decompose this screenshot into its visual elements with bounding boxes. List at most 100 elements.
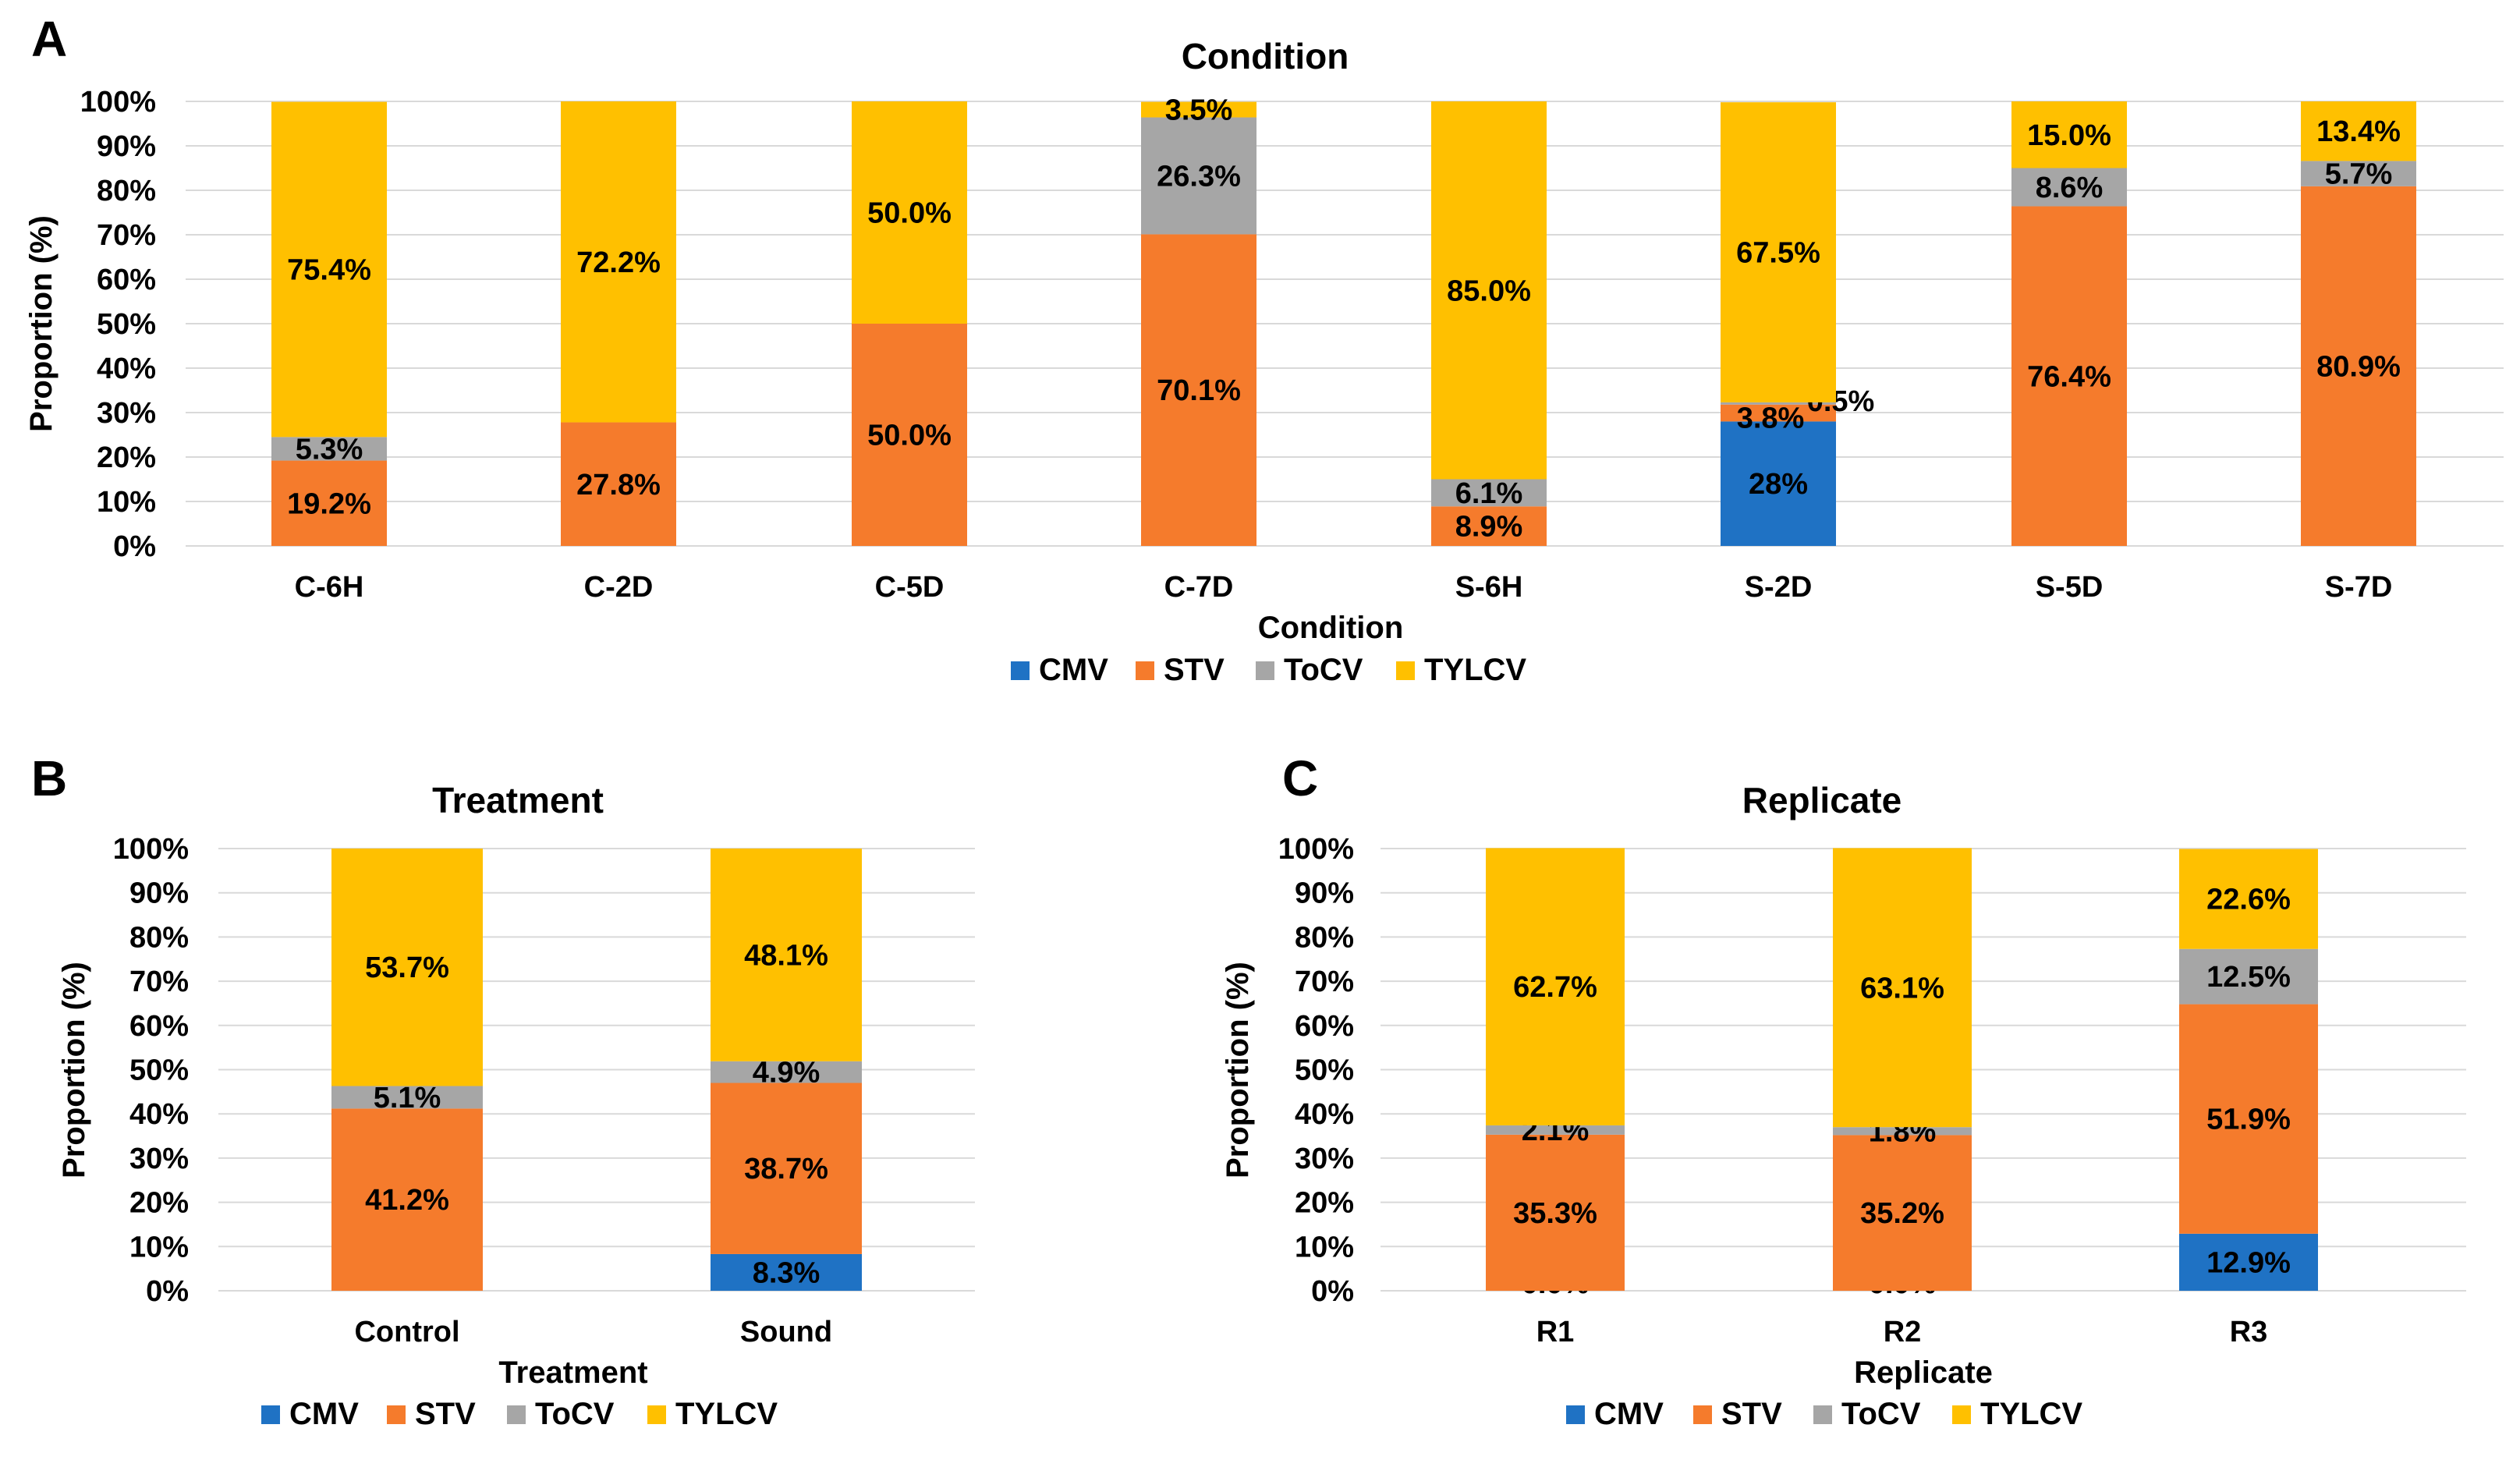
data-label: 19.2% xyxy=(287,487,371,520)
y-tick-label: 80% xyxy=(1295,921,1354,954)
x-tick-label: C-5D xyxy=(875,571,945,604)
y-tick-label: 50% xyxy=(129,1054,189,1087)
legend-swatch-stv xyxy=(1136,661,1154,680)
data-label: 8.9% xyxy=(1455,511,1523,544)
x-tick-label: S-6H xyxy=(1455,571,1523,604)
y-tick-label: 0% xyxy=(1311,1275,1354,1308)
bar-stv-r1 xyxy=(1486,1134,1625,1291)
legend-swatch-tocv xyxy=(1813,1405,1832,1424)
x-tick-label: R3 xyxy=(2230,1316,2268,1348)
legend-label-cmv: CMV xyxy=(1039,653,1108,687)
data-label: 35.3% xyxy=(1513,1197,1597,1230)
legend-label-cmv: CMV xyxy=(1594,1397,1664,1431)
bar-cmv-r3 xyxy=(2179,1233,2318,1291)
data-label: 72.2% xyxy=(576,246,661,279)
x-tick-label: R1 xyxy=(1536,1316,1575,1348)
legend-label-tylcv: TYLCV xyxy=(1980,1397,2082,1431)
y-tick-label: 100% xyxy=(113,833,189,866)
legend-swatch-stv xyxy=(1693,1405,1712,1424)
y-tick-label: 10% xyxy=(129,1231,189,1263)
y-tick-label: 90% xyxy=(129,877,189,910)
legend-label-tylcv: TYLCV xyxy=(675,1397,778,1431)
y-tick-label: 80% xyxy=(129,921,189,954)
legend-swatch-stv xyxy=(387,1405,406,1424)
data-label: 67.5% xyxy=(1736,237,1820,270)
bar-tocv-r2 xyxy=(1833,1127,1972,1136)
bar-tylcv-r1 xyxy=(1486,848,1625,1125)
chart-panel-b: B Treatment 0% 10% 20% 30% 40% 50% 60% 70% 80% 90% 1… xyxy=(31,750,975,1431)
y-tick-label: 40% xyxy=(97,353,156,385)
x-tick-label: S-7D xyxy=(2325,571,2393,604)
data-label: 75.4% xyxy=(287,253,371,286)
data-label: 6.1% xyxy=(1455,477,1523,510)
y-tick-label: 50% xyxy=(1295,1054,1354,1087)
data-label: 48.1% xyxy=(744,939,828,972)
x-tick-label: C-7D xyxy=(1164,571,1234,604)
x-axis-label: Replicate xyxy=(1854,1355,1993,1390)
data-label: 8.6% xyxy=(2036,172,2104,204)
bar-stv-control xyxy=(331,1108,483,1291)
y-tick-label: 60% xyxy=(129,1010,189,1043)
y-tick-label: 10% xyxy=(1295,1231,1354,1263)
bar-tylcv-s-7d xyxy=(2301,101,2416,161)
legend-swatch-tocv xyxy=(1256,661,1274,680)
legend-label-tocv: ToCV xyxy=(1284,653,1363,687)
data-label: 13.4% xyxy=(2316,115,2401,148)
y-tick-label: 90% xyxy=(1295,877,1354,910)
legend-label-stv: STV xyxy=(1721,1397,1782,1431)
bar-stv-c-6h xyxy=(271,460,387,546)
data-label: 5.3% xyxy=(296,433,363,466)
bar-stv-sound xyxy=(711,1083,862,1254)
bar-tylcv-c-5d xyxy=(852,101,967,324)
bar-tocv-c-6h xyxy=(271,437,387,461)
bar-stv-s-7d xyxy=(2301,186,2416,546)
chart-panel-a: A Condition 0% 10% 20% 30% 40% 50% 60% 70% 80% 90% 1… xyxy=(24,11,2504,687)
y-tick-label: 60% xyxy=(97,264,156,296)
legend-label-tocv: ToCV xyxy=(535,1397,615,1431)
data-label: 50.0% xyxy=(867,420,952,452)
data-label: 80.9% xyxy=(2316,350,2401,383)
data-label: 62.7% xyxy=(1513,971,1597,1004)
chart-title: Condition xyxy=(1182,36,1349,76)
y-tick-label: 20% xyxy=(1295,1187,1354,1220)
x-tick-label: Control xyxy=(354,1316,459,1348)
x-tick-label: S-5D xyxy=(2036,571,2104,604)
bar-tylcv-c-6h xyxy=(271,101,387,438)
y-tick-label: 20% xyxy=(97,441,156,474)
data-label: 70.1% xyxy=(1157,374,1241,407)
y-tick-label: 100% xyxy=(80,86,156,119)
y-tick-label: 10% xyxy=(97,486,156,519)
bar-tylcv-s-2d xyxy=(1721,102,1836,402)
y-tick-label: 60% xyxy=(1295,1010,1354,1043)
bar-tylcv-c-2d xyxy=(561,101,676,423)
bar-stv-r3 xyxy=(2179,1004,2318,1234)
bar-tylcv-sound xyxy=(711,849,862,1061)
panel-letter: C xyxy=(1282,750,1318,806)
bar-stv-s-5d xyxy=(2011,206,2127,546)
bar-tocv-control xyxy=(331,1086,483,1109)
legend-swatch-tocv xyxy=(507,1405,526,1424)
data-label: 3.8% xyxy=(1737,402,1805,435)
bar-tocv-s-2d xyxy=(1721,402,1836,405)
x-tick-label: C-2D xyxy=(584,571,654,604)
legend-label-stv: STV xyxy=(1164,653,1225,687)
data-label: 4.9% xyxy=(753,1057,821,1090)
panel-letter: B xyxy=(31,750,67,806)
legend-swatch-cmv xyxy=(261,1405,280,1424)
legend-swatch-tylcv xyxy=(647,1405,666,1424)
bar-tocv-s-6h xyxy=(1431,479,1547,507)
legend: CMV STV ToCV TYLCV xyxy=(1011,653,1526,687)
data-label: 28% xyxy=(1749,468,1808,501)
y-tick-label: 30% xyxy=(97,397,156,430)
x-tick-label: Sound xyxy=(740,1316,832,1348)
y-axis-label: Proportion (%) xyxy=(24,215,58,432)
data-label: 85.0% xyxy=(1447,275,1531,307)
data-label: 26.3% xyxy=(1157,160,1241,193)
data-label: 8.3% xyxy=(753,1256,821,1289)
bar-tylcv-r3 xyxy=(2179,849,2318,949)
bar-stv-r2 xyxy=(1833,1135,1972,1291)
bar-tylcv-s-6h xyxy=(1431,101,1547,480)
bar-stv-s-2d xyxy=(1721,404,1836,422)
y-tick-label: 100% xyxy=(1278,833,1354,866)
